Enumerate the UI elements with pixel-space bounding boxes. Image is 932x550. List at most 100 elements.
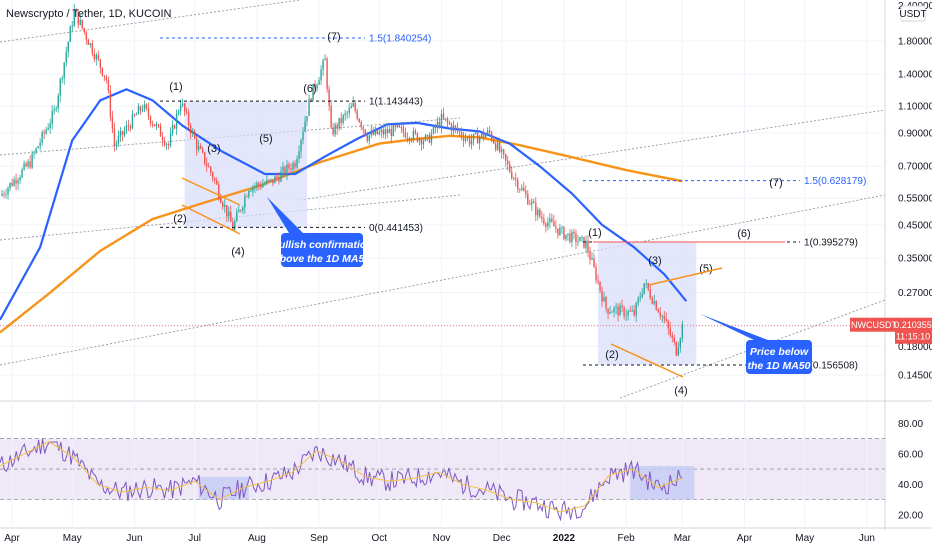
candle-body (119, 131, 122, 137)
candle-body (157, 124, 160, 126)
candle-body (167, 144, 170, 146)
candle-body (322, 60, 324, 70)
channel-line (0, 194, 461, 241)
rsi-tick: 80.00 (898, 419, 923, 430)
time-tick: Apr (4, 533, 20, 544)
candle-body (324, 58, 326, 61)
candle-body (456, 127, 459, 132)
candle-body (366, 135, 368, 141)
candle-body (392, 125, 395, 137)
candle-body (625, 315, 627, 317)
candle-body (480, 132, 483, 138)
time-tick: Mar (674, 533, 692, 544)
candle-body (398, 125, 401, 128)
candle-body (288, 164, 290, 169)
candle-body (17, 180, 19, 184)
candle-body (519, 189, 521, 191)
candle-body (294, 163, 296, 168)
candle-body (655, 301, 657, 310)
candle-body (547, 222, 549, 227)
candle-body (115, 143, 118, 146)
candle-body (498, 142, 501, 152)
candle-body (348, 108, 350, 113)
candle-body (541, 216, 543, 219)
candle-body (539, 209, 541, 217)
candle-body (25, 163, 27, 167)
time-tick: Jun (859, 533, 875, 544)
candle-body (344, 113, 346, 116)
candle-body (300, 140, 302, 152)
candle-body (99, 59, 102, 68)
candle-body (232, 221, 234, 231)
candle-body (482, 132, 485, 138)
candle-body (346, 112, 348, 114)
candle-body (426, 134, 429, 136)
wave-label-right: (7) (769, 177, 782, 189)
candle-body (460, 131, 463, 137)
candle-body (450, 124, 453, 131)
fib-left-0-label: 0(0.441453) (369, 223, 423, 234)
candle-body (246, 196, 248, 198)
callout-left-line-0: Bullish confirmation (271, 239, 373, 251)
candle-body (197, 146, 200, 150)
ma200-line (0, 134, 683, 334)
candle-body (368, 135, 370, 141)
candle-body (181, 103, 184, 106)
candle-body (466, 137, 469, 139)
candle-body (75, 9, 77, 12)
candle-body (507, 160, 509, 165)
candle-body (665, 318, 667, 321)
candle-body (444, 118, 447, 120)
symbol-badge-box (850, 317, 898, 332)
candle-body (503, 149, 505, 155)
candle-body (370, 131, 372, 136)
fib-right-1-5-label: 1.5(0.628179) (804, 176, 866, 187)
candle-body (131, 114, 134, 129)
callout-left-pointer (267, 197, 303, 233)
time-tick: Dec (493, 533, 511, 544)
candle-body (252, 186, 254, 191)
candle-body (432, 126, 435, 134)
candle-body (95, 54, 98, 60)
candle-body (203, 152, 206, 164)
candle-body (230, 211, 232, 222)
candle-body (212, 172, 214, 179)
candle-body (195, 138, 198, 150)
candle-body (575, 233, 577, 243)
time-tick: Oct (372, 533, 388, 544)
candle-body (505, 154, 507, 161)
candle-body (360, 122, 362, 128)
candle-body (440, 113, 443, 127)
candle-body (65, 52, 67, 63)
candle-body (669, 328, 671, 336)
candle-body (587, 240, 589, 253)
rsi-tick: 20.00 (898, 510, 923, 521)
candle-body (408, 137, 411, 141)
channel-line (0, 0, 301, 43)
candle-body (577, 241, 579, 243)
candle-body (490, 132, 493, 140)
candle-body (169, 133, 172, 146)
rsi-tick: 60.00 (898, 449, 923, 460)
candle-body (563, 227, 565, 240)
candle-body (629, 311, 631, 312)
candle-body (272, 179, 274, 184)
wave-label-left: (4) (231, 246, 244, 258)
candle-body (149, 116, 152, 124)
candle-body (470, 140, 473, 145)
wave-label-left: (6) (303, 83, 316, 95)
candle-body (474, 132, 477, 134)
candle-body (228, 211, 230, 217)
candle-body (438, 121, 441, 127)
candle-body (81, 19, 83, 29)
candle-body (631, 310, 633, 312)
candle-body (448, 122, 451, 125)
candle-body (384, 129, 387, 135)
candle-body (452, 125, 455, 131)
candle-body (113, 128, 116, 146)
candle-body (424, 135, 427, 141)
